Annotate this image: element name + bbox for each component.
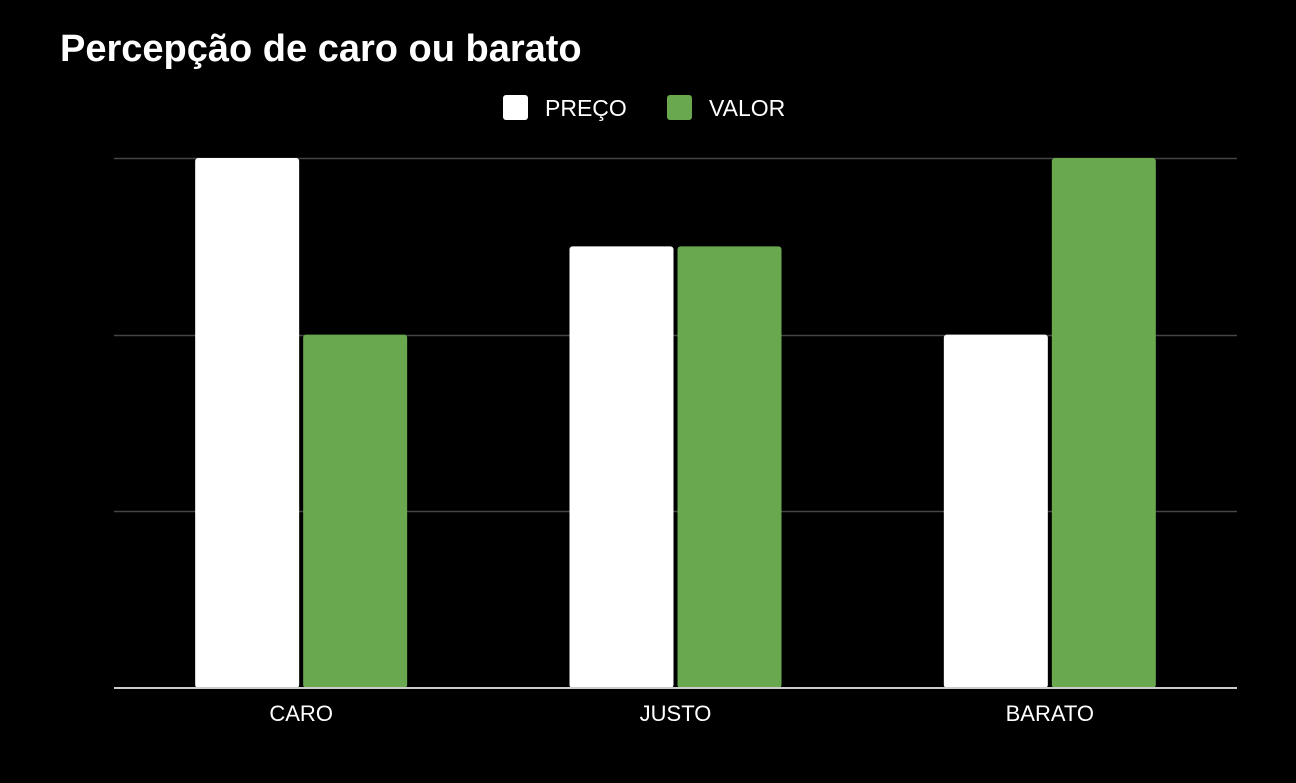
x-axis-tick-labels: CARO JUSTO BARATO (269, 701, 1094, 726)
bar-justo-valor (677, 246, 782, 689)
x-tick-label-justo: JUSTO (640, 701, 712, 726)
bar-barato-valor (1051, 158, 1156, 688)
x-tick-label-barato: BARATO (1006, 701, 1094, 726)
bar-caro-preco (195, 158, 300, 688)
bar-justo-preco (569, 246, 674, 689)
legend-swatch-preco (503, 95, 528, 120)
legend-swatch-valor (667, 95, 692, 120)
bar-caro-valor (303, 334, 408, 688)
legend: PREÇO VALOR (503, 95, 785, 121)
legend-label-valor: VALOR (709, 95, 785, 121)
bars (195, 158, 1156, 689)
legend-label-preco: PREÇO (545, 95, 627, 121)
gridlines (114, 157, 1237, 513)
x-tick-label-caro: CARO (269, 701, 333, 726)
chart-title: Percepção de caro ou barato (60, 28, 582, 70)
bar-barato-preco (943, 334, 1048, 688)
